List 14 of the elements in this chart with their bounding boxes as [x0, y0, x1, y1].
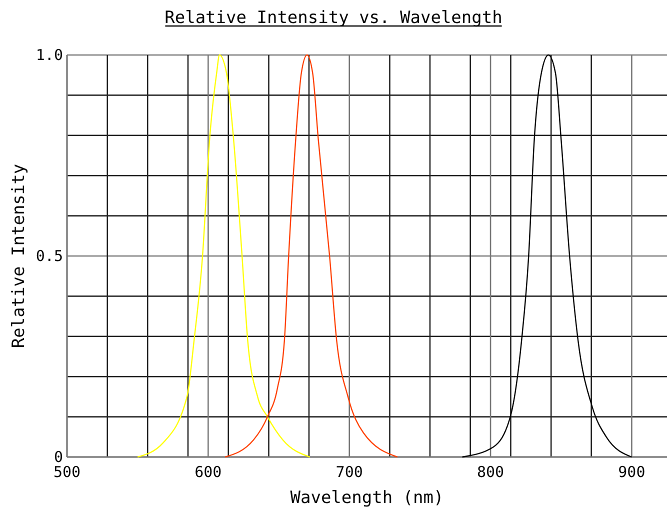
x-axis-title: Wavelength (nm): [290, 488, 444, 508]
x-tick-label: 600: [194, 463, 222, 481]
x-tick-label: 800: [476, 463, 504, 481]
x-tick-label: 700: [336, 463, 363, 481]
x-tick-label: 900: [618, 463, 646, 481]
line-series: [224, 54, 398, 458]
y-tick-label: 0: [54, 448, 63, 466]
chart-title: Relative Intensity vs. Wavelength: [164, 8, 502, 28]
line-series: [136, 54, 310, 458]
line-series: [462, 54, 632, 458]
y-tick-label: 0.5: [36, 247, 63, 265]
y-tick-label: 1.0: [36, 46, 63, 64]
y-axis-title: Relative Intensity: [9, 164, 29, 348]
x-tick-label: 500: [53, 463, 81, 481]
